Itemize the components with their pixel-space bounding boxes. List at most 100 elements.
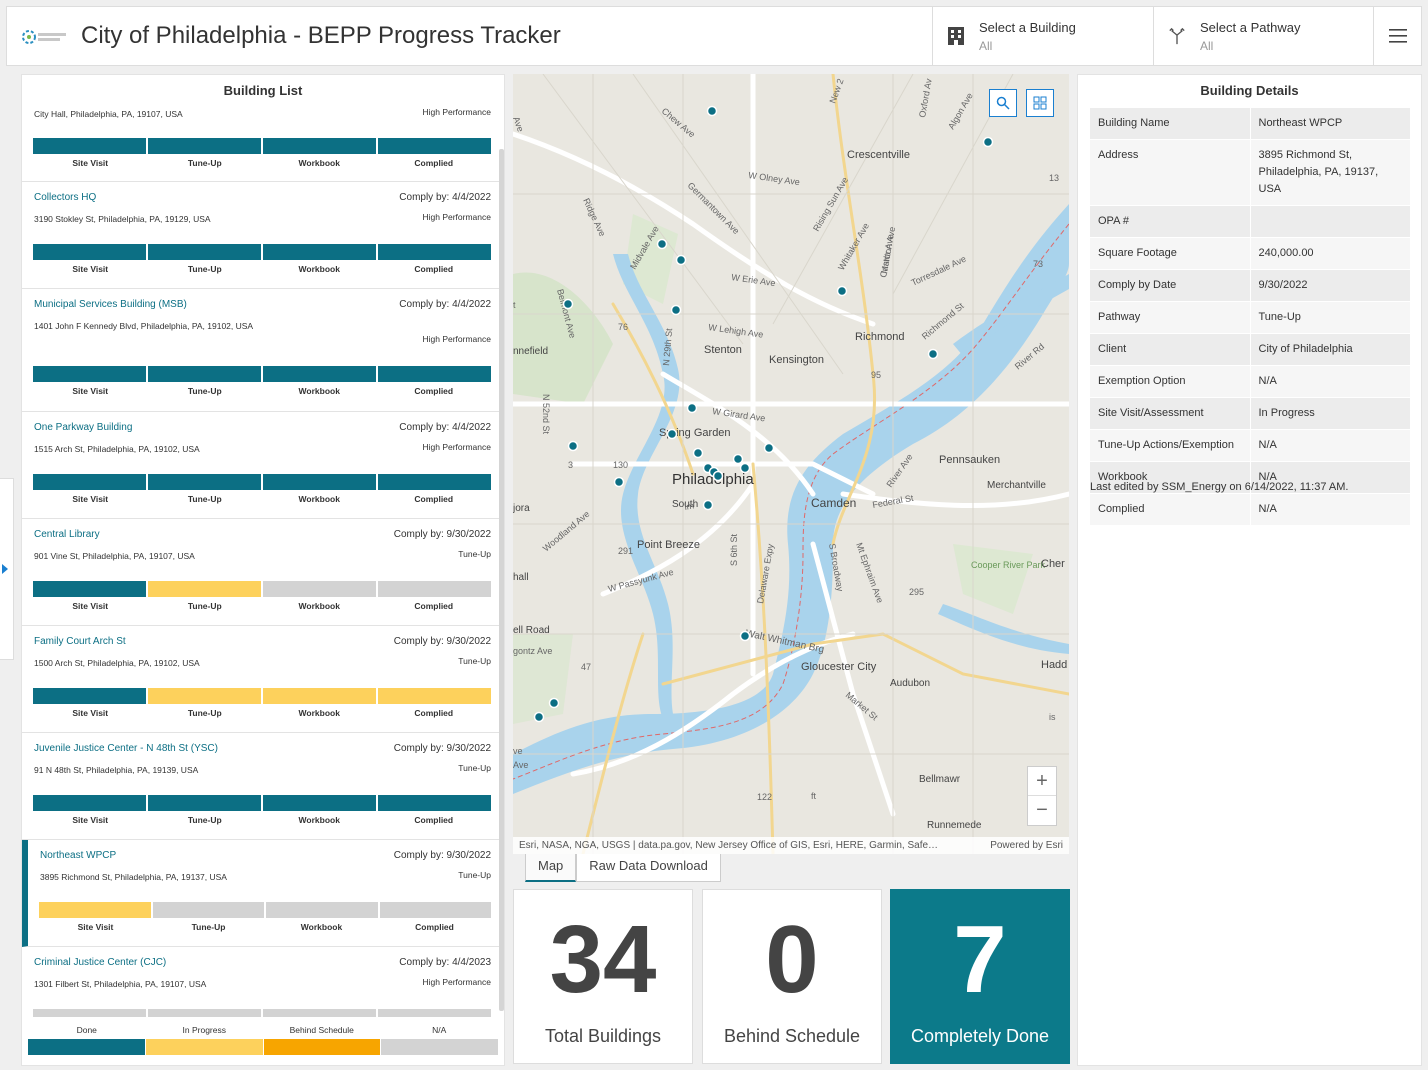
building-name[interactable]: Collectors HQ <box>34 192 97 203</box>
map-canvas[interactable]: Crescentville Stenton Kensington Richmon… <box>513 74 1069 854</box>
stage-label: Workbook <box>298 264 340 274</box>
map-road-label: lm <box>684 500 695 511</box>
building-list-item[interactable]: Collectors HQ Comply by: 4/4/2022 3190 Sto… <box>22 182 499 289</box>
energy-logo-icon <box>22 30 66 44</box>
stage-label: Site Visit <box>72 386 109 396</box>
building-marker[interactable] <box>706 105 718 117</box>
tab-raw-data-download[interactable]: Raw Data Download <box>576 854 721 882</box>
stage-labels: Site Visit Tune-Up Workbook Complied <box>33 601 491 613</box>
stage-bar-2 <box>263 581 376 597</box>
building-list-item[interactable]: Juvenile Justice Center - N 48th St (YSC… <box>22 733 499 840</box>
building-pathway: Tune-Up <box>458 549 491 559</box>
stage-label: Site Visit <box>72 708 109 718</box>
selection-grid-icon <box>1033 96 1047 110</box>
building-list-item[interactable]: Central Library Comply by: 9/30/2022 901 V… <box>22 519 499 626</box>
building-marker[interactable] <box>927 348 939 360</box>
menu-button[interactable] <box>1373 7 1421 65</box>
building-marker[interactable] <box>666 428 678 440</box>
map-select-button[interactable] <box>1026 89 1054 117</box>
building-list-item[interactable]: Criminal Justice Center (CJC) Comply by: … <box>22 947 499 1017</box>
building-marker[interactable] <box>739 462 751 474</box>
building-marker[interactable] <box>982 136 994 148</box>
detail-label: Square Footage <box>1090 237 1251 270</box>
building-marker[interactable] <box>739 630 751 642</box>
building-address: 3190 Stokley St, Philadelphia, PA, 19129… <box>34 214 211 224</box>
progress-bars <box>33 366 491 382</box>
stage-label: Complied <box>414 386 454 396</box>
stage-label: Complied <box>414 494 454 504</box>
tab-map[interactable]: Map <box>525 854 577 882</box>
completely-done-label: Completely Done <box>910 1026 1050 1046</box>
building-marker[interactable] <box>670 304 682 316</box>
building-list-scroll[interactable]: City Hall, Philadelphia, PA, 19107, USA H… <box>22 107 499 1017</box>
building-marker[interactable] <box>712 470 724 482</box>
detail-row: Comply by Date 9/30/2022 <box>1090 269 1410 302</box>
building-list-item[interactable]: Family Court Arch St Comply by: 9/30/2022… <box>22 626 499 733</box>
stage-label: Tune-Up <box>187 494 222 504</box>
building-marker[interactable] <box>675 254 687 266</box>
building-name[interactable]: One Parkway Building <box>34 422 133 433</box>
building-marker[interactable] <box>613 476 625 488</box>
map-label: South <box>672 499 698 510</box>
powered-by-esri-link[interactable]: Powered by Esri <box>990 840 1063 851</box>
zoom-in-button[interactable]: + <box>1028 767 1056 796</box>
building-name[interactable]: Family Court Arch St <box>34 636 126 647</box>
map-search-button[interactable] <box>989 89 1017 117</box>
progress-bars <box>33 1009 491 1017</box>
map-road-label: 295 <box>909 587 924 597</box>
building-marker[interactable] <box>686 402 698 414</box>
building-address: 1401 John F Kennedy Blvd, Philadelphia, … <box>34 321 254 331</box>
building-marker[interactable] <box>732 453 744 465</box>
building-list-item[interactable]: One Parkway Building Comply by: 4/4/2022 1… <box>22 412 499 519</box>
building-name[interactable]: Criminal Justice Center (CJC) <box>34 957 167 968</box>
stage-bar-3 <box>378 688 491 704</box>
comply-by-date: Comply by: 9/30/2022 <box>393 529 491 540</box>
building-list-scrollbar[interactable] <box>499 149 504 1011</box>
legend-swatch <box>145 1039 263 1055</box>
stage-bar-3 <box>378 1009 491 1017</box>
building-list-item[interactable]: Northeast WPCP Comply by: 9/30/2022 3895 R… <box>22 840 499 947</box>
detail-row: Workbook N/A <box>1090 461 1410 494</box>
chevron-right-icon <box>2 564 8 574</box>
building-selector-value: All <box>979 38 993 53</box>
building-marker[interactable] <box>702 499 714 511</box>
legend-label: In Progress <box>182 1025 226 1035</box>
pathway-selector[interactable]: Select a Pathway All <box>1153 7 1375 65</box>
map-label: Merchantville <box>987 480 1046 491</box>
zoom-out-button[interactable]: − <box>1028 796 1056 825</box>
building-selector[interactable]: Select a Building All <box>932 7 1152 65</box>
building-pathway: High Performance <box>422 334 491 344</box>
building-marker[interactable] <box>533 711 545 723</box>
stage-label: Tune-Up <box>187 158 222 168</box>
sidebar-expand-toggle[interactable] <box>0 478 14 660</box>
building-marker[interactable] <box>692 447 704 459</box>
map-road-label: 95 <box>871 370 881 380</box>
building-pathway: High Performance <box>422 977 491 987</box>
building-marker[interactable] <box>567 440 579 452</box>
building-marker[interactable] <box>562 298 574 310</box>
total-buildings-label: Total Buildings <box>544 1026 662 1046</box>
legend-swatch <box>381 1039 498 1055</box>
detail-value: N/A <box>1250 365 1410 398</box>
building-name[interactable]: Northeast WPCP <box>40 850 117 861</box>
building-address: City Hall, Philadelphia, PA, 19107, USA <box>34 109 183 119</box>
map-view[interactable]: Crescentville Stenton Kensington Richmon… <box>513 74 1069 854</box>
building-list-item[interactable]: Municipal Services Building (MSB) Comply … <box>22 289 499 412</box>
stage-bar-3 <box>378 581 491 597</box>
building-marker[interactable] <box>548 697 560 709</box>
pathway-selector-value: All <box>1200 38 1214 53</box>
building-name[interactable]: Municipal Services Building (MSB) <box>34 299 187 310</box>
detail-value: 9/30/2022 <box>1250 269 1410 302</box>
building-details-title: Building Details <box>1200 83 1299 98</box>
building-name[interactable]: Juvenile Justice Center - N 48th St (YSC… <box>34 743 218 754</box>
building-list-item[interactable]: City Hall, Philadelphia, PA, 19107, USA H… <box>22 107 499 182</box>
building-marker[interactable] <box>836 285 848 297</box>
stage-bar-0 <box>33 474 146 490</box>
building-marker[interactable] <box>656 238 668 250</box>
behind-schedule-card: 0 Behind Schedule <box>702 889 882 1064</box>
building-marker[interactable] <box>763 442 775 454</box>
map-road-label: 291 <box>618 546 633 556</box>
detail-value: City of Philadelphia <box>1250 333 1410 366</box>
stage-label: Complied <box>414 815 454 825</box>
building-name[interactable]: Central Library <box>34 529 100 540</box>
